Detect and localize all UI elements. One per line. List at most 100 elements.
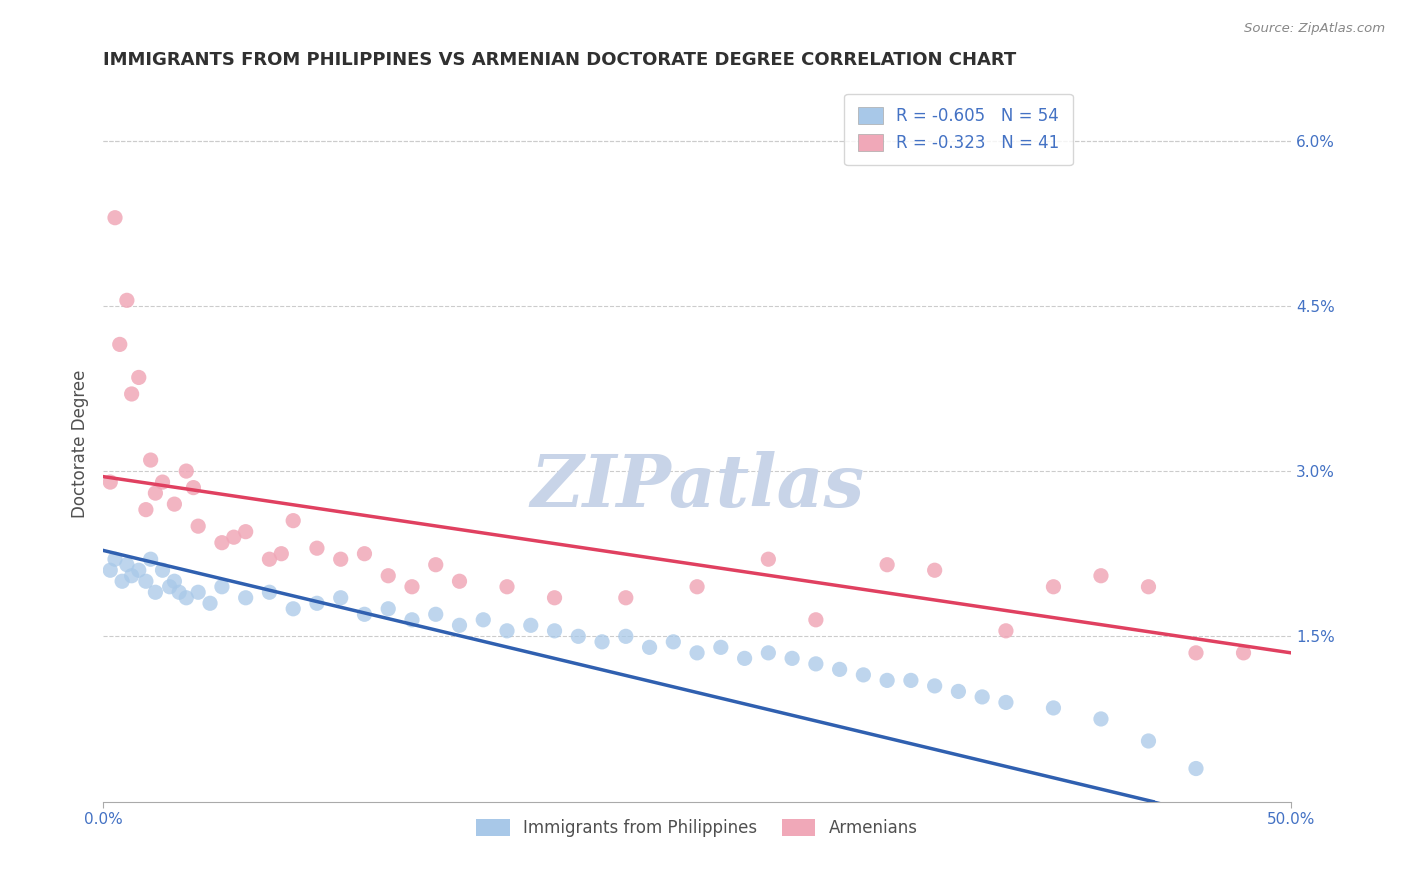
Point — [900, 673, 922, 688]
Point — [876, 558, 898, 572]
Point — [1137, 580, 1160, 594]
Point — [496, 624, 519, 638]
Point — [152, 475, 174, 489]
Point — [152, 563, 174, 577]
Point — [305, 541, 328, 556]
Point — [145, 486, 167, 500]
Y-axis label: Doctorate Degree: Doctorate Degree — [72, 369, 89, 517]
Point — [1042, 580, 1064, 594]
Point — [235, 591, 257, 605]
Point — [614, 629, 637, 643]
Point — [115, 293, 138, 308]
Point — [425, 558, 447, 572]
Text: IMMIGRANTS FROM PHILIPPINES VS ARMENIAN DOCTORATE DEGREE CORRELATION CHART: IMMIGRANTS FROM PHILIPPINES VS ARMENIAN … — [103, 51, 1017, 69]
Point — [104, 211, 127, 225]
Point — [804, 657, 827, 671]
Point — [145, 585, 167, 599]
Point — [377, 601, 399, 615]
Point — [449, 618, 471, 632]
Point — [1185, 762, 1208, 776]
Point — [198, 596, 221, 610]
Point — [135, 574, 157, 589]
Point — [139, 552, 162, 566]
Point — [1185, 646, 1208, 660]
Point — [972, 690, 994, 704]
Point — [828, 662, 851, 676]
Point — [163, 574, 186, 589]
Point — [543, 624, 565, 638]
Point — [259, 585, 281, 599]
Point — [211, 580, 233, 594]
Point — [235, 524, 257, 539]
Point — [994, 695, 1017, 709]
Point — [111, 574, 134, 589]
Point — [98, 563, 121, 577]
Point — [449, 574, 471, 589]
Point — [948, 684, 970, 698]
Point — [734, 651, 756, 665]
Point — [472, 613, 495, 627]
Point — [614, 591, 637, 605]
Point — [496, 580, 519, 594]
Point — [167, 585, 190, 599]
Point — [329, 552, 352, 566]
Point — [686, 580, 709, 594]
Point — [128, 370, 150, 384]
Point — [187, 519, 209, 533]
Point — [259, 552, 281, 566]
Point — [159, 580, 181, 594]
Point — [638, 640, 661, 655]
Point — [104, 552, 127, 566]
Point — [686, 646, 709, 660]
Point — [115, 558, 138, 572]
Point — [305, 596, 328, 610]
Point — [520, 618, 543, 632]
Point — [353, 607, 375, 622]
Point — [401, 580, 423, 594]
Point — [425, 607, 447, 622]
Point — [121, 568, 143, 582]
Point — [1137, 734, 1160, 748]
Point — [924, 679, 946, 693]
Point — [283, 514, 305, 528]
Text: Source: ZipAtlas.com: Source: ZipAtlas.com — [1244, 22, 1385, 36]
Text: ZIPatlas: ZIPatlas — [530, 451, 865, 522]
Point — [108, 337, 131, 351]
Point — [183, 481, 205, 495]
Point — [756, 646, 779, 660]
Point — [401, 613, 423, 627]
Point — [852, 668, 875, 682]
Point — [662, 635, 685, 649]
Point — [187, 585, 209, 599]
Point — [283, 601, 305, 615]
Point — [353, 547, 375, 561]
Point — [1090, 712, 1112, 726]
Legend: Immigrants from Philippines, Armenians: Immigrants from Philippines, Armenians — [470, 812, 925, 843]
Point — [756, 552, 779, 566]
Point — [139, 453, 162, 467]
Point — [174, 591, 197, 605]
Point — [329, 591, 352, 605]
Point — [710, 640, 733, 655]
Point — [543, 591, 565, 605]
Point — [174, 464, 197, 478]
Point — [1090, 568, 1112, 582]
Point — [876, 673, 898, 688]
Point — [163, 497, 186, 511]
Point — [567, 629, 589, 643]
Point — [98, 475, 121, 489]
Point — [270, 547, 292, 561]
Point — [994, 624, 1017, 638]
Point — [222, 530, 245, 544]
Point — [924, 563, 946, 577]
Point — [804, 613, 827, 627]
Point — [780, 651, 803, 665]
Point — [135, 502, 157, 516]
Point — [1232, 646, 1254, 660]
Point — [211, 535, 233, 549]
Point — [591, 635, 613, 649]
Point — [121, 387, 143, 401]
Point — [128, 563, 150, 577]
Point — [1042, 701, 1064, 715]
Point — [377, 568, 399, 582]
